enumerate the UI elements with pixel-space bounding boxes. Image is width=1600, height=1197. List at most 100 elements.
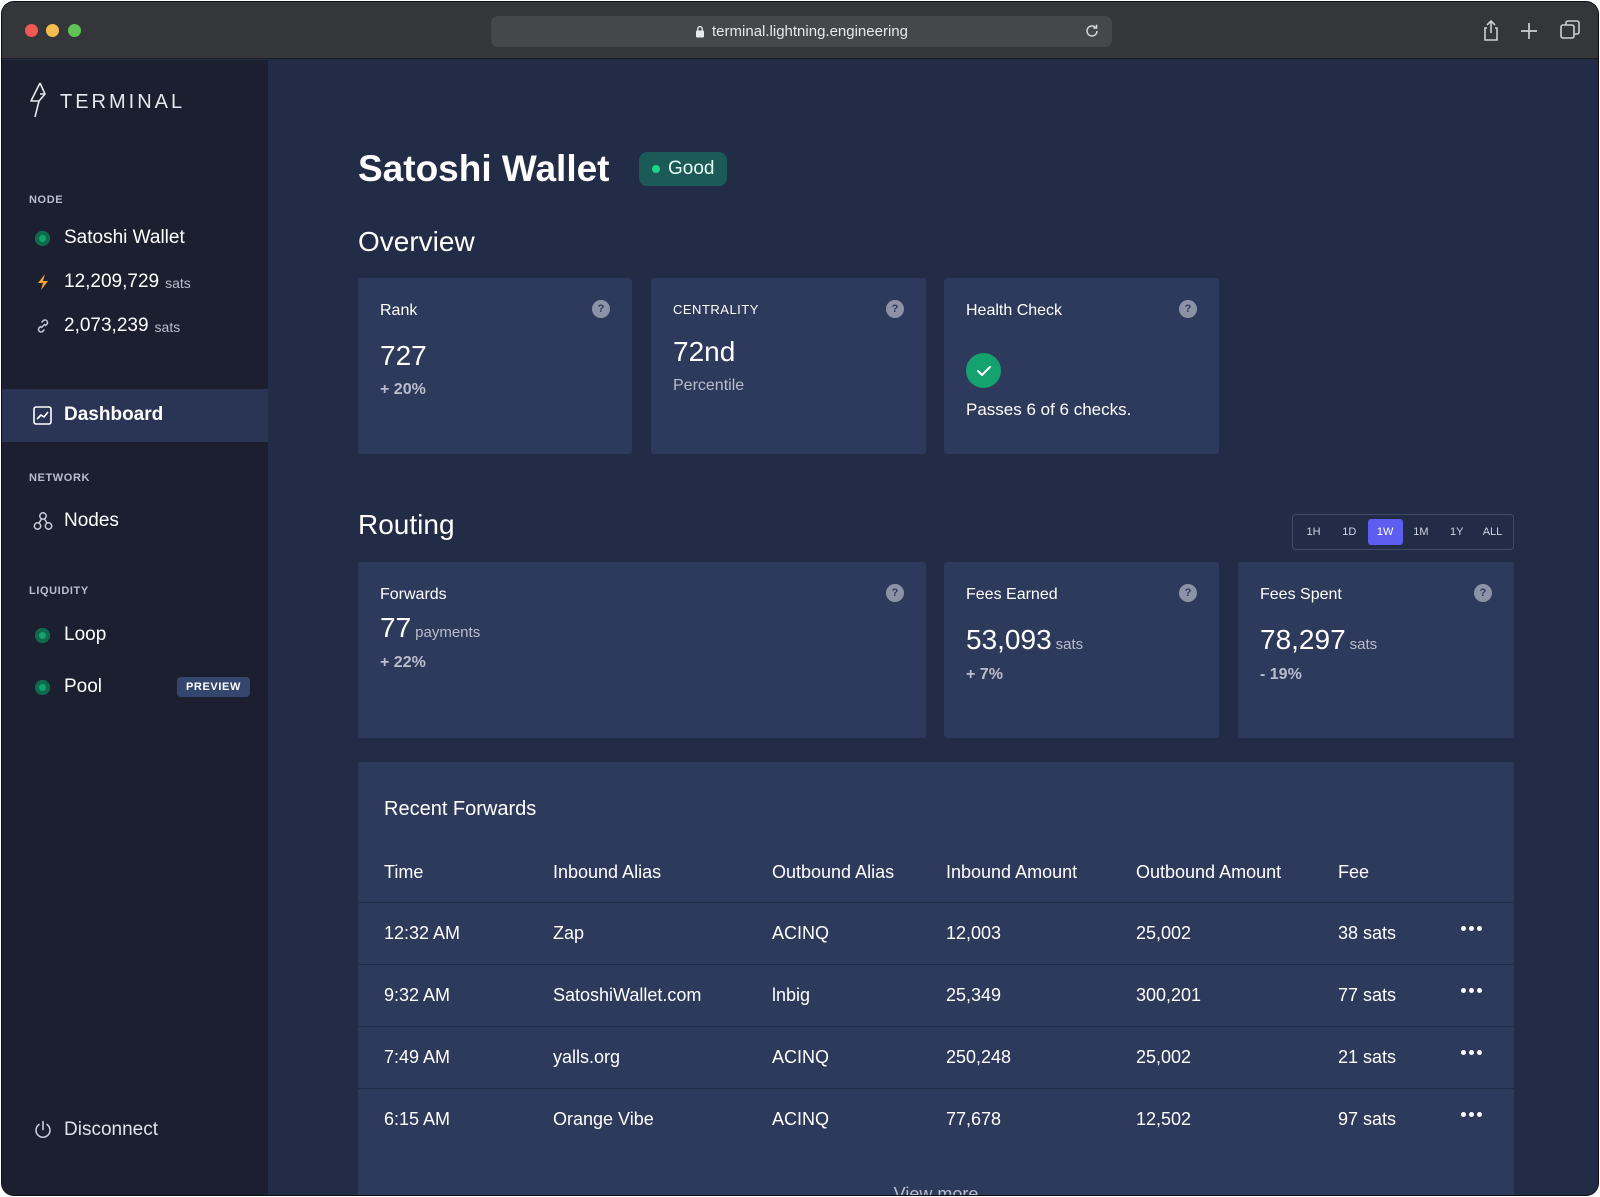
fees-spent-value-row: 78,297 sats bbox=[1260, 624, 1377, 656]
fees-earned-label: Fees Earned bbox=[966, 586, 1058, 603]
table-row[interactable]: 6:15 AM Orange Vibe ACINQ 77,678 12,502 97 sa… bbox=[358, 1088, 1514, 1150]
nav-loop[interactable]: Loop bbox=[29, 621, 106, 649]
fees-spent-change: - 19% bbox=[1260, 666, 1302, 683]
nav-pool-label: Pool bbox=[64, 676, 103, 697]
chart-icon bbox=[29, 405, 56, 425]
help-icon[interactable]: ? bbox=[886, 584, 904, 602]
close-window-button[interactable] bbox=[25, 24, 38, 37]
centrality-sub: Percentile bbox=[673, 377, 745, 394]
pool-status-dot bbox=[35, 679, 50, 695]
address-bar[interactable]: terminal.lightning.engineering bbox=[491, 16, 1112, 47]
link-icon bbox=[29, 318, 56, 334]
centrality-value: 72nd bbox=[673, 336, 736, 367]
health-check-card: Health Check ? Passes 6 of 6 checks. bbox=[944, 278, 1219, 454]
range-button-all[interactable]: ALL bbox=[1482, 526, 1503, 538]
url-text: terminal.lightning.engineering bbox=[712, 23, 908, 40]
column-header[interactable]: Outbound Amount bbox=[1136, 862, 1282, 882]
nav-dashboard[interactable]: Dashboard bbox=[29, 401, 163, 429]
more-options-icon[interactable] bbox=[1461, 1050, 1482, 1055]
fees-earned-change: + 7% bbox=[966, 666, 1003, 683]
overview-heading: Overview bbox=[358, 226, 475, 257]
fees-spent-value: 78,297 bbox=[1260, 624, 1346, 655]
share-icon[interactable] bbox=[1481, 20, 1501, 42]
table-row[interactable]: 12:32 AM Zap ACINQ 12,003 25,002 38 sats bbox=[358, 902, 1514, 964]
more-options-icon[interactable] bbox=[1461, 988, 1482, 993]
inbound-amount-cell: 77,678 bbox=[946, 1109, 1002, 1129]
zoom-window-button[interactable] bbox=[68, 24, 81, 37]
disconnect-button[interactable]: Disconnect bbox=[29, 1116, 158, 1144]
status-badge: Good bbox=[639, 152, 728, 186]
inbound-alias-cell: SatoshiWallet.com bbox=[553, 985, 702, 1005]
fees-spent-card: Fees Spent ? 78,297 sats - 19% bbox=[1238, 562, 1514, 738]
health-check-summary: Passes 6 of 6 checks. bbox=[966, 400, 1132, 419]
tab-overview-icon[interactable] bbox=[1560, 20, 1580, 40]
outbound-alias-cell: ACINQ bbox=[772, 923, 830, 943]
fees-earned-value-row: 53,093 sats bbox=[966, 624, 1083, 656]
outbound-amount-cell: 25,002 bbox=[1136, 923, 1192, 943]
column-header[interactable]: Inbound Amount bbox=[946, 862, 1078, 882]
outbound-amount-cell: 12,502 bbox=[1136, 1109, 1192, 1129]
health-check-label: Health Check bbox=[966, 302, 1063, 319]
fees-earned-card: Fees Earned ? 53,093 sats + 7% bbox=[944, 562, 1219, 738]
brand-name: TERMINAL bbox=[60, 91, 186, 113]
fees-spent-unit: sats bbox=[1349, 636, 1378, 653]
reload-icon[interactable] bbox=[1084, 23, 1100, 39]
forwards-label: Forwards bbox=[380, 586, 447, 603]
new-tab-icon[interactable] bbox=[1520, 22, 1538, 40]
centrality-card: CENTRALITY ? 72nd Percentile bbox=[651, 278, 926, 454]
minimize-window-button[interactable] bbox=[46, 24, 59, 37]
inbound-amount-cell: 12,003 bbox=[946, 923, 1002, 943]
table-header: Time Inbound Alias Outbound Alias Inboun… bbox=[358, 844, 1514, 902]
column-header[interactable]: Outbound Alias bbox=[772, 862, 895, 882]
balance-value: 12,209,729 bbox=[64, 271, 160, 292]
help-icon[interactable]: ? bbox=[1474, 584, 1492, 602]
time-cell: 7:49 AM bbox=[384, 1047, 451, 1067]
help-icon[interactable]: ? bbox=[592, 300, 610, 318]
time-range-selector: 1H 1D 1W 1M 1Y ALL bbox=[1292, 514, 1514, 550]
inbound-amount-cell: 25,349 bbox=[946, 985, 1002, 1005]
view-more-link[interactable]: View more bbox=[893, 1184, 979, 1195]
page-title: Satoshi Wallet bbox=[358, 148, 610, 189]
outbound-alias-cell: lnbig bbox=[772, 985, 811, 1005]
fee-cell: 77 sats bbox=[1338, 985, 1397, 1005]
fee-cell: 38 sats bbox=[1338, 923, 1397, 943]
more-options-icon[interactable] bbox=[1461, 1112, 1482, 1117]
centrality-label: CENTRALITY bbox=[673, 302, 759, 317]
brand-logo[interactable]: TERMINAL bbox=[28, 82, 185, 123]
lock-icon bbox=[695, 25, 705, 38]
rank-value: 727 bbox=[380, 340, 427, 371]
node-name-row: Satoshi Wallet bbox=[29, 224, 185, 252]
browser-titlebar: terminal.lightning.engineering bbox=[2, 2, 1598, 59]
time-cell: 9:32 AM bbox=[384, 985, 451, 1005]
range-button-1m[interactable]: 1M bbox=[1413, 526, 1429, 538]
more-options-icon[interactable] bbox=[1461, 926, 1482, 931]
column-header[interactable]: Time bbox=[384, 862, 424, 882]
nav-dashboard-label: Dashboard bbox=[64, 404, 164, 425]
nav-pool[interactable]: Pool bbox=[29, 673, 102, 701]
range-button-1y[interactable]: 1Y bbox=[1449, 526, 1464, 538]
rank-change: + 20% bbox=[380, 381, 426, 398]
range-button-1w[interactable]: 1W bbox=[1367, 519, 1403, 545]
recent-forwards-title: Recent Forwards bbox=[384, 798, 537, 820]
outbound-alias-cell: ACINQ bbox=[772, 1047, 830, 1067]
inbound-alias-cell: yalls.org bbox=[553, 1047, 621, 1067]
column-header[interactable]: Inbound Alias bbox=[553, 862, 662, 882]
table-row[interactable]: 9:32 AM SatoshiWallet.com lnbig 25,349 300,2… bbox=[358, 964, 1514, 1026]
nav-nodes[interactable]: Nodes bbox=[29, 507, 119, 535]
column-header[interactable]: Fee bbox=[1338, 862, 1370, 882]
power-icon bbox=[29, 1120, 56, 1140]
forwards-card: Forwards ? 77 payments + 22% bbox=[358, 562, 926, 738]
range-button-1h[interactable]: 1H bbox=[1306, 526, 1321, 538]
rank-label: Rank bbox=[380, 302, 418, 319]
help-icon[interactable]: ? bbox=[1179, 584, 1197, 602]
fees-earned-value: 53,093 bbox=[966, 624, 1052, 655]
help-icon[interactable]: ? bbox=[1179, 300, 1197, 318]
forwards-value: 77 bbox=[380, 612, 412, 643]
time-cell: 12:32 AM bbox=[384, 923, 461, 943]
range-button-1d[interactable]: 1D bbox=[1342, 526, 1357, 538]
main-content: Satoshi Wallet Good Overview Rank ? 727 … bbox=[268, 60, 1598, 1195]
table-row[interactable]: 7:49 AM yalls.org ACINQ 250,248 25,002 21 sat… bbox=[358, 1026, 1514, 1088]
balance-row: 12,209,729 sats bbox=[29, 268, 191, 296]
help-icon[interactable]: ? bbox=[886, 300, 904, 318]
